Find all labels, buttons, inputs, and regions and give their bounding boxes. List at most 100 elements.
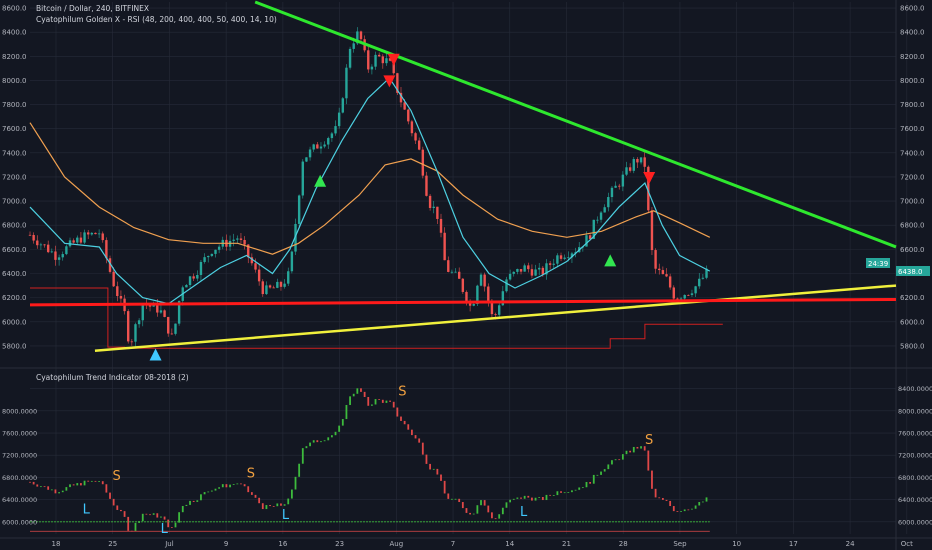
candle-body[interactable] bbox=[217, 246, 221, 250]
candle-body[interactable] bbox=[432, 206, 435, 208]
candle-body[interactable] bbox=[203, 257, 206, 262]
candle-body[interactable] bbox=[607, 197, 610, 208]
candle-body[interactable] bbox=[705, 268, 708, 278]
candle-body[interactable] bbox=[399, 92, 403, 103]
candle-body[interactable] bbox=[86, 232, 90, 235]
candle-body[interactable] bbox=[512, 271, 515, 274]
candle-body[interactable] bbox=[367, 50, 370, 70]
candle-body[interactable] bbox=[396, 73, 399, 93]
candle-body[interactable] bbox=[658, 268, 661, 271]
candle-body[interactable] bbox=[265, 285, 268, 295]
candle-body[interactable] bbox=[316, 144, 319, 149]
candle-body[interactable] bbox=[610, 187, 614, 198]
candle-body[interactable] bbox=[112, 271, 115, 287]
candle-body[interactable] bbox=[694, 286, 697, 294]
candle-body[interactable] bbox=[232, 239, 235, 241]
candle-body[interactable] bbox=[559, 255, 563, 259]
candle-body[interactable] bbox=[90, 232, 94, 235]
candle-body[interactable] bbox=[450, 271, 454, 273]
candle-body[interactable] bbox=[461, 278, 465, 292]
candle-body[interactable] bbox=[108, 258, 112, 272]
candle-body[interactable] bbox=[261, 281, 264, 295]
candle-body[interactable] bbox=[188, 276, 192, 286]
candle-body[interactable] bbox=[643, 157, 646, 167]
candle-body[interactable] bbox=[272, 287, 275, 289]
candle-body[interactable] bbox=[392, 60, 395, 74]
candle-body[interactable] bbox=[177, 300, 181, 324]
candle-body[interactable] bbox=[141, 304, 144, 321]
candle-body[interactable] bbox=[588, 235, 592, 239]
candle-body[interactable] bbox=[163, 310, 166, 317]
candle-body[interactable] bbox=[276, 281, 279, 288]
candle-body[interactable] bbox=[527, 265, 530, 270]
candle-body[interactable] bbox=[407, 109, 410, 122]
candle-body[interactable] bbox=[159, 310, 163, 313]
sell-signal-marker[interactable] bbox=[387, 53, 400, 66]
candle-body[interactable] bbox=[690, 293, 694, 295]
candle-body[interactable] bbox=[214, 249, 217, 254]
candle-body[interactable] bbox=[672, 287, 675, 299]
candle-body[interactable] bbox=[479, 274, 483, 286]
candle-body[interactable] bbox=[294, 223, 297, 252]
candle-body[interactable] bbox=[352, 43, 355, 49]
candle-body[interactable] bbox=[377, 54, 381, 57]
candle-body[interactable] bbox=[439, 218, 443, 233]
ema-fast-line[interactable] bbox=[29, 77, 711, 305]
candle-body[interactable] bbox=[32, 234, 35, 241]
candle-body[interactable] bbox=[668, 276, 672, 288]
candle-body[interactable] bbox=[457, 271, 461, 279]
candle-body[interactable] bbox=[61, 254, 64, 258]
candle-body[interactable] bbox=[76, 237, 79, 243]
candle-body[interactable] bbox=[312, 144, 315, 150]
candle-body[interactable] bbox=[348, 48, 352, 68]
candle-body[interactable] bbox=[207, 255, 210, 258]
candle-body[interactable] bbox=[319, 146, 323, 149]
candle-body[interactable] bbox=[185, 285, 188, 288]
candle-body[interactable] bbox=[519, 269, 523, 272]
candle-body[interactable] bbox=[105, 240, 108, 259]
candle-body[interactable] bbox=[701, 277, 705, 279]
candle-body[interactable] bbox=[621, 174, 625, 187]
candle-body[interactable] bbox=[465, 291, 468, 303]
candle-body[interactable] bbox=[43, 244, 46, 246]
candle-body[interactable] bbox=[650, 210, 654, 251]
candle-body[interactable] bbox=[505, 279, 508, 292]
candle-body[interactable] bbox=[199, 261, 203, 275]
candle-body[interactable] bbox=[257, 269, 261, 282]
candle-body[interactable] bbox=[279, 281, 283, 287]
candle-body[interactable] bbox=[192, 276, 195, 279]
indicator-pane[interactable]: S L S L L S L S bbox=[29, 384, 710, 537]
candle-body[interactable] bbox=[545, 263, 548, 275]
candle-body[interactable] bbox=[501, 291, 505, 306]
candle-body[interactable] bbox=[523, 265, 526, 272]
buy-signal-marker[interactable] bbox=[604, 254, 617, 267]
candle-body[interactable] bbox=[323, 144, 326, 147]
candle-body[interactable] bbox=[447, 260, 450, 272]
candle-body[interactable] bbox=[250, 257, 254, 264]
candle-body[interactable] bbox=[698, 278, 701, 287]
candle-body[interactable] bbox=[236, 238, 239, 240]
candle-body[interactable] bbox=[585, 235, 588, 247]
candle-body[interactable] bbox=[468, 302, 472, 306]
candle-body[interactable] bbox=[385, 58, 388, 64]
candle-body[interactable] bbox=[283, 283, 286, 287]
candle-body[interactable] bbox=[567, 257, 570, 259]
candle-body[interactable] bbox=[356, 31, 359, 44]
candle-body[interactable] bbox=[297, 195, 301, 224]
candle-body[interactable] bbox=[79, 237, 83, 243]
candle-body[interactable] bbox=[421, 149, 425, 176]
candle-body[interactable] bbox=[170, 333, 174, 335]
candle-body[interactable] bbox=[247, 244, 250, 258]
candle-body[interactable] bbox=[57, 257, 61, 260]
candle-body[interactable] bbox=[374, 54, 377, 67]
candle-body[interactable] bbox=[490, 301, 494, 315]
candle-body[interactable] bbox=[552, 263, 555, 265]
candle-body[interactable] bbox=[483, 274, 486, 287]
candle-body[interactable] bbox=[359, 31, 363, 40]
candle-body[interactable] bbox=[243, 239, 246, 245]
candle-body[interactable] bbox=[36, 240, 39, 246]
candle-body[interactable] bbox=[137, 320, 141, 325]
candle-body[interactable] bbox=[388, 58, 392, 61]
sell-signal-marker[interactable] bbox=[383, 75, 396, 88]
candle-body[interactable] bbox=[130, 341, 134, 343]
